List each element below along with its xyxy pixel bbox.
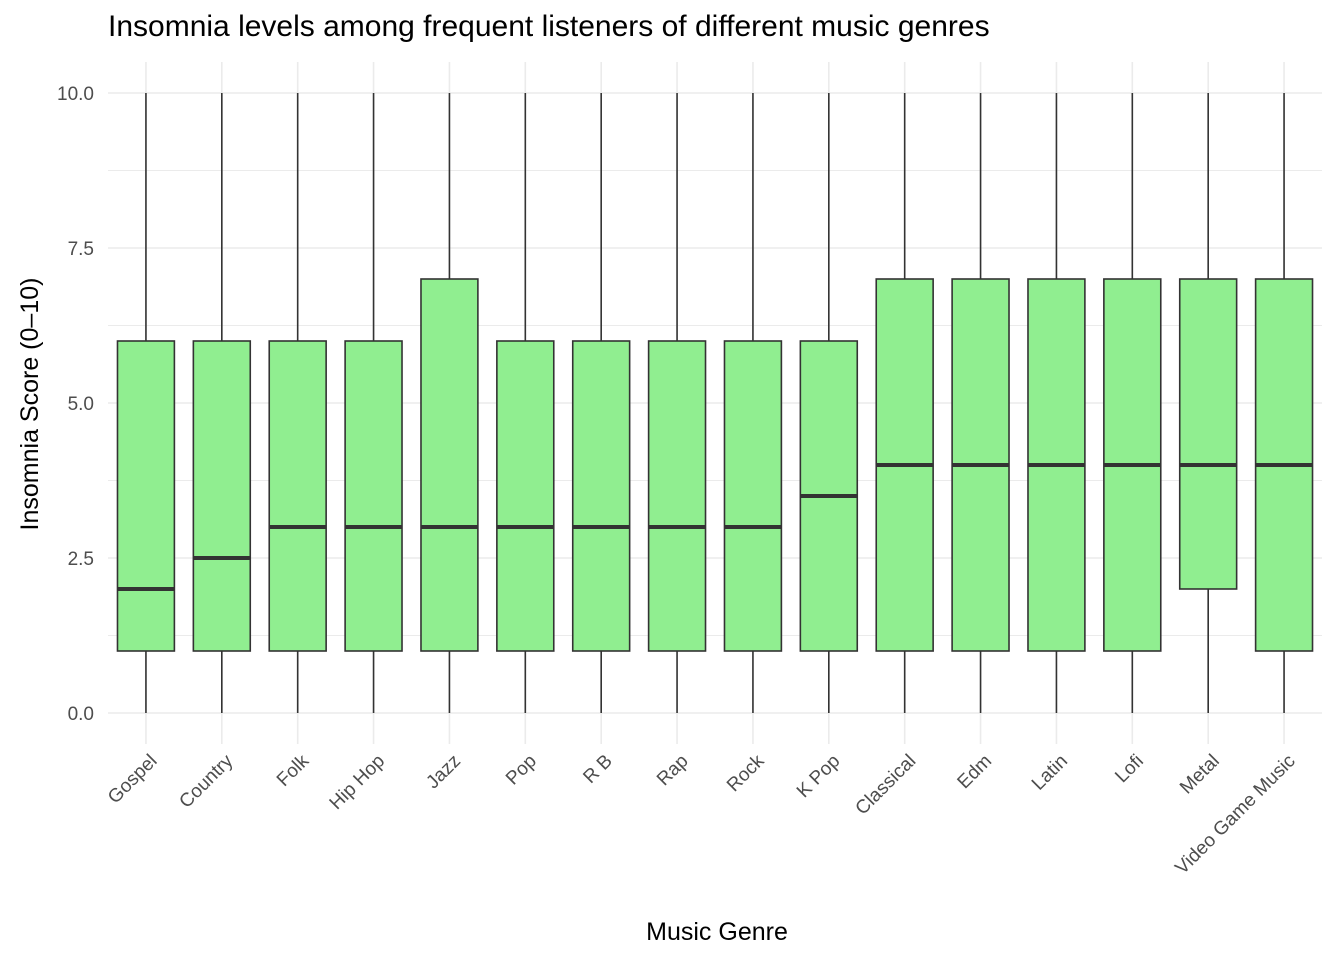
- box-iqr: [723, 340, 783, 652]
- x-tick-label: Rap: [653, 751, 692, 790]
- box-11: [951, 93, 1010, 713]
- y-tick-label: 7.5: [68, 239, 94, 260]
- x-axis-ticks: Gospel Country Folk Hip Hop Jazz Pop R B Rap Roc…: [104, 750, 1300, 878]
- box-6: [571, 93, 631, 713]
- box-14: [1178, 93, 1238, 713]
- x-tick-label: R B: [579, 751, 616, 788]
- box-5: [496, 93, 555, 713]
- x-tick-label: Edm: [954, 751, 996, 793]
- y-axis-title: Insomnia Score (0–10): [16, 278, 44, 531]
- box-iqr: [116, 340, 176, 652]
- x-tick-label: Folk: [273, 750, 314, 791]
- box-iqr: [344, 340, 403, 652]
- box-iqr: [420, 278, 479, 652]
- box-10: [875, 93, 934, 713]
- box-13: [1103, 93, 1162, 713]
- box-iqr: [192, 340, 252, 652]
- box-iqr: [647, 340, 707, 652]
- box-iqr: [1178, 278, 1238, 590]
- box-iqr: [571, 340, 631, 652]
- y-tick-label: 2.5: [68, 549, 94, 570]
- box-0: [116, 93, 176, 713]
- y-axis-ticks: 0.0 2.5 5.0 7.5 10.0: [57, 84, 94, 725]
- box-3: [344, 93, 403, 713]
- box-7: [647, 93, 707, 713]
- x-tick-label: K Pop: [793, 751, 844, 802]
- box-4: [420, 93, 479, 713]
- x-tick-label: Hip Hop: [326, 751, 389, 814]
- box-15: [1254, 93, 1314, 713]
- x-tick-label: Rock: [723, 750, 769, 796]
- box-8: [723, 93, 783, 713]
- x-tick-label: Lofi: [1111, 751, 1148, 788]
- box-1: [192, 93, 252, 713]
- y-tick-label: 10.0: [57, 84, 94, 105]
- x-tick-label: Classical: [852, 751, 921, 820]
- x-tick-label: Country: [175, 750, 237, 812]
- x-tick-label: Jazz: [422, 751, 464, 793]
- y-tick-label: 0.0: [68, 704, 94, 725]
- boxes: [116, 93, 1314, 713]
- y-tick-label: 5.0: [68, 394, 94, 415]
- chart-title: Insomnia levels among frequent listeners…: [108, 10, 990, 43]
- x-tick-label: Metal: [1176, 751, 1224, 799]
- box-2: [268, 93, 327, 713]
- box-9: [799, 93, 859, 713]
- x-axis-title: Music Genre: [646, 918, 788, 946]
- box-iqr: [496, 340, 555, 652]
- box-12: [1027, 93, 1086, 713]
- x-tick-label: Gospel: [104, 751, 161, 808]
- box-iqr: [268, 340, 327, 652]
- x-tick-label: Latin: [1028, 751, 1072, 795]
- x-tick-label: Pop: [502, 751, 541, 790]
